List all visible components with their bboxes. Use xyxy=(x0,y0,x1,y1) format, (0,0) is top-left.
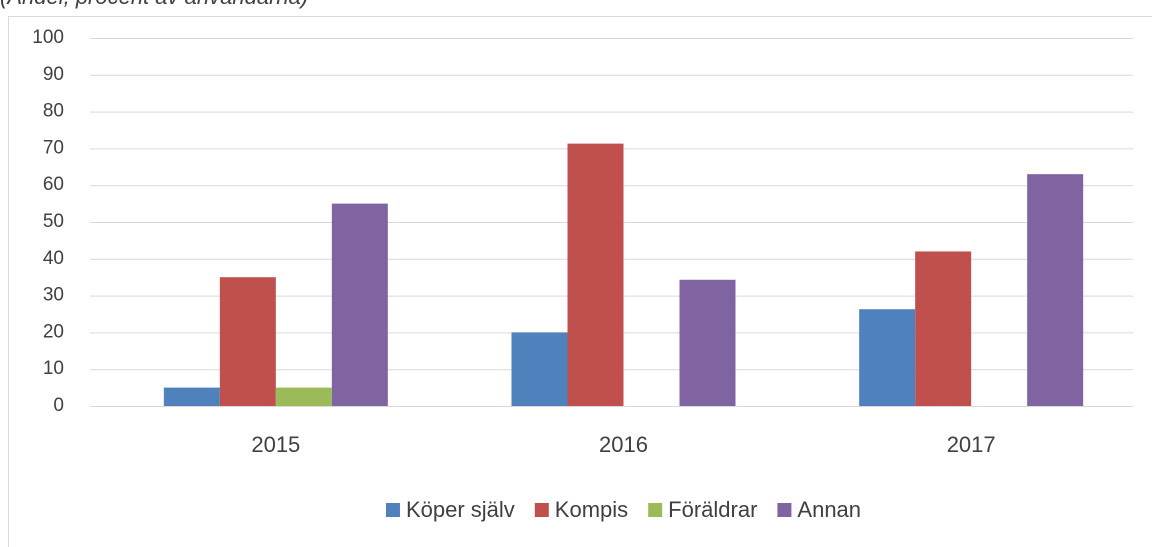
y-tick-label: 30 xyxy=(43,285,64,306)
bar xyxy=(331,203,388,406)
y-tick-label: 40 xyxy=(43,248,64,269)
chart-title: (Andel, procent av användarna) xyxy=(0,0,308,9)
chart-frame xyxy=(8,16,1152,547)
y-tick-label: 100 xyxy=(32,27,64,48)
y-tick-label: 80 xyxy=(43,101,64,122)
bar xyxy=(679,279,736,406)
bar xyxy=(219,277,276,406)
legend-swatch xyxy=(534,503,549,517)
bar xyxy=(163,387,220,406)
legend-label: Kompis xyxy=(555,497,628,522)
legend-swatch xyxy=(385,503,400,517)
bar xyxy=(275,387,332,406)
legend-label: Köper själv xyxy=(406,497,515,522)
bar xyxy=(1027,174,1084,406)
y-tick-label: 60 xyxy=(43,174,64,195)
bar xyxy=(511,332,568,406)
y-tick-label: 0 xyxy=(53,395,64,416)
bar xyxy=(567,143,624,406)
y-tick-label: 10 xyxy=(43,358,64,379)
bar xyxy=(915,251,972,406)
y-tick-label: 20 xyxy=(43,321,64,342)
legend-swatch xyxy=(648,503,663,517)
x-tick-label: 2017 xyxy=(947,432,996,457)
y-tick-label: 50 xyxy=(43,211,64,232)
x-tick-label: 2015 xyxy=(251,432,300,457)
y-tick-label: 90 xyxy=(43,64,64,85)
bar xyxy=(859,309,916,406)
legend-swatch xyxy=(777,503,792,517)
legend-label: Annan xyxy=(797,497,861,522)
y-tick-label: 70 xyxy=(43,137,64,158)
x-tick-label: 2016 xyxy=(599,432,648,457)
legend-label: Föräldrar xyxy=(668,497,757,522)
